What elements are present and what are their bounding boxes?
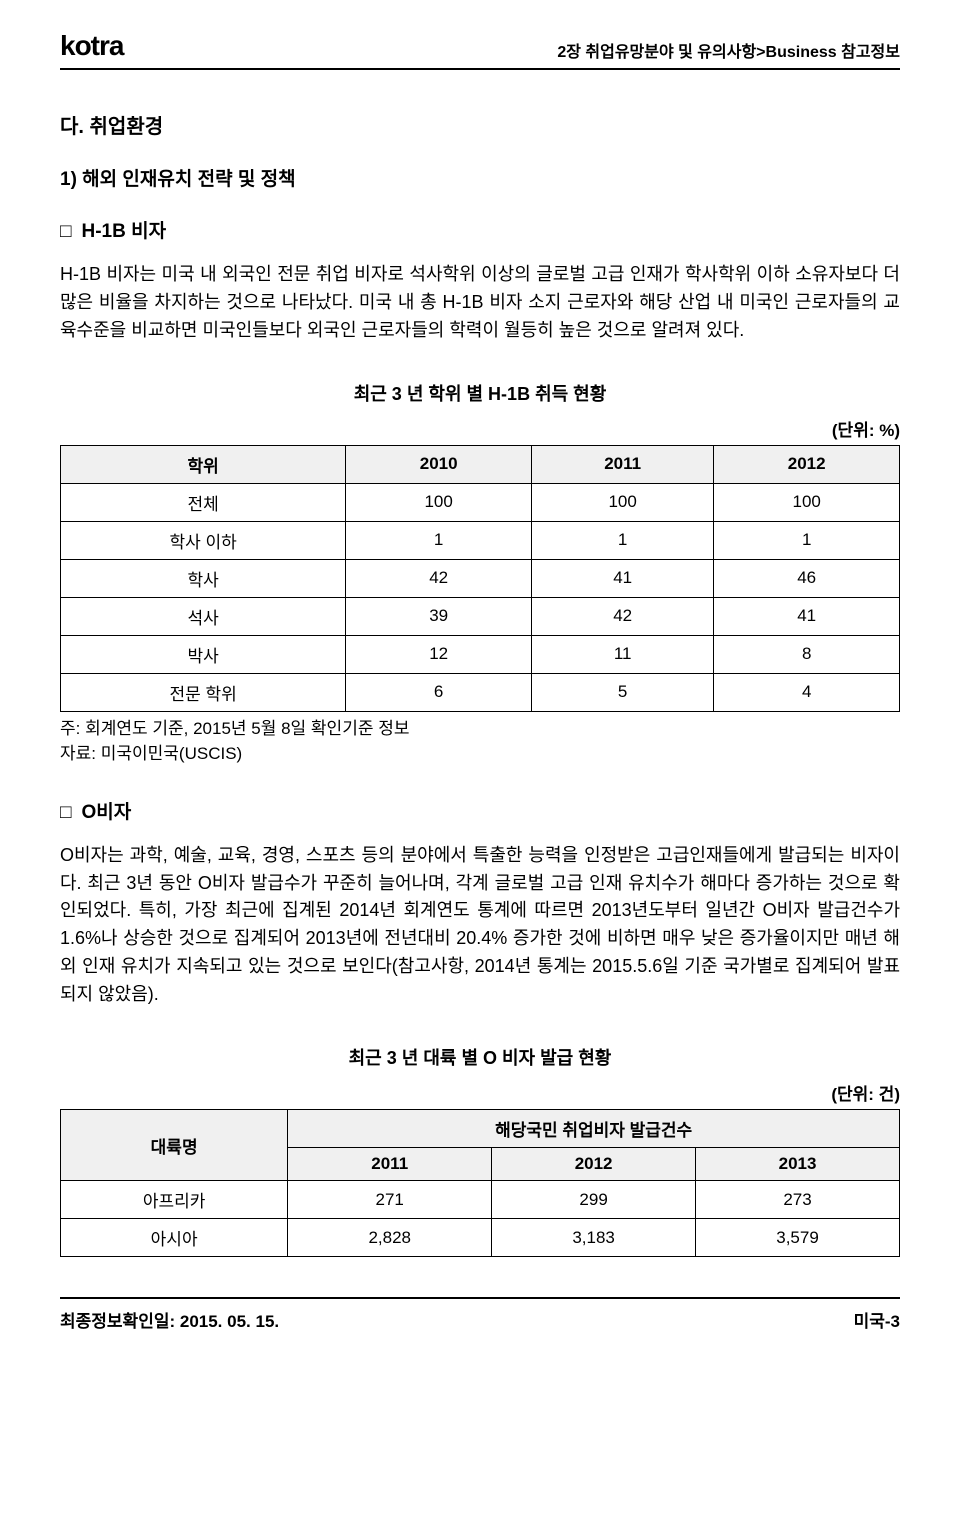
table-row: 학사 이하 1 1 1 bbox=[61, 521, 900, 559]
footer-left: 최종정보확인일: 2015. 05. 15. bbox=[60, 1307, 279, 1332]
table-row: 학사 42 41 46 bbox=[61, 559, 900, 597]
table-row: 석사 39 42 41 bbox=[61, 597, 900, 635]
cell: 42 bbox=[346, 559, 532, 597]
cell: 5 bbox=[531, 673, 713, 711]
cell: 41 bbox=[714, 597, 900, 635]
cell: 아프리카 bbox=[61, 1181, 288, 1219]
cell: 46 bbox=[714, 559, 900, 597]
footer-right: 미국-3 bbox=[854, 1307, 900, 1332]
page-header: kotra 2장 취업유망분야 및 유의사항>Business 참고정보 bbox=[60, 30, 900, 70]
cell: 석사 bbox=[61, 597, 346, 635]
table2-unit: (단위: 건) bbox=[60, 1080, 900, 1105]
table-row: 아시아 2,828 3,183 3,579 bbox=[61, 1219, 900, 1257]
cell: 1 bbox=[714, 521, 900, 559]
cell: 1 bbox=[346, 521, 532, 559]
section-title: 다. 취업환경 bbox=[60, 110, 900, 139]
table2-col-1: 2012 bbox=[492, 1148, 696, 1181]
table2-col-2: 2013 bbox=[696, 1148, 900, 1181]
cell: 2,828 bbox=[288, 1219, 492, 1257]
cell: 12 bbox=[346, 635, 532, 673]
breadcrumb: 2장 취업유망분야 및 유의사항>Business 참고정보 bbox=[557, 38, 900, 62]
table1-col-0: 학위 bbox=[61, 445, 346, 483]
table1-col-1: 2010 bbox=[346, 445, 532, 483]
table2: 대륙명 해당국민 취업비자 발급건수 2011 2012 2013 아프리카 2… bbox=[60, 1109, 900, 1257]
page-container: kotra 2장 취업유망분야 및 유의사항>Business 참고정보 다. … bbox=[0, 0, 960, 1352]
page-footer: 최종정보확인일: 2015. 05. 15. 미국-3 bbox=[60, 1297, 900, 1332]
cell: 학사 이하 bbox=[61, 521, 346, 559]
table2-col-0: 2011 bbox=[288, 1148, 492, 1181]
paragraph-h1b: H-1B 비자는 미국 내 외국인 전문 취업 비자로 석사학위 이상의 글로벌… bbox=[60, 261, 900, 345]
cell: 8 bbox=[714, 635, 900, 673]
logo: kotra bbox=[60, 30, 123, 62]
cell: 3,183 bbox=[492, 1219, 696, 1257]
cell: 42 bbox=[531, 597, 713, 635]
table2-rowheader: 대륙명 bbox=[61, 1110, 288, 1181]
cell: 39 bbox=[346, 597, 532, 635]
table1-col-2: 2011 bbox=[531, 445, 713, 483]
cell: 전문 학위 bbox=[61, 673, 346, 711]
table1-header-row: 학위 2010 2011 2012 bbox=[61, 445, 900, 483]
table1-notes: 주: 회계연도 기준, 2015년 5월 8일 확인기준 정보 자료: 미국이민… bbox=[60, 716, 900, 767]
table-row: 전체 100 100 100 bbox=[61, 483, 900, 521]
table1: 학위 2010 2011 2012 전체 100 100 100 학사 이하 1… bbox=[60, 445, 900, 712]
cell: 299 bbox=[492, 1181, 696, 1219]
cell: 100 bbox=[531, 483, 713, 521]
table-row: 아프리카 271 299 273 bbox=[61, 1181, 900, 1219]
table1-col-3: 2012 bbox=[714, 445, 900, 483]
table-row: 전문 학위 6 5 4 bbox=[61, 673, 900, 711]
table1-unit: (단위: %) bbox=[60, 416, 900, 441]
table2-header-top: 해당국민 취업비자 발급건수 bbox=[288, 1110, 900, 1148]
table1-note1: 주: 회계연도 기준, 2015년 5월 8일 확인기준 정보 bbox=[60, 716, 900, 742]
cell: 4 bbox=[714, 673, 900, 711]
bullet-h1b: H-1B 비자 bbox=[60, 216, 900, 243]
cell: 6 bbox=[346, 673, 532, 711]
bullet-ovisa: O비자 bbox=[60, 797, 900, 824]
table1-title: 최근 3 년 학위 별 H-1B 취득 현황 bbox=[60, 380, 900, 406]
cell: 학사 bbox=[61, 559, 346, 597]
cell: 박사 bbox=[61, 635, 346, 673]
cell: 271 bbox=[288, 1181, 492, 1219]
table2-header-row1: 대륙명 해당국민 취업비자 발급건수 bbox=[61, 1110, 900, 1148]
table-row: 박사 12 11 8 bbox=[61, 635, 900, 673]
subsection-title: 1) 해외 인재유치 전략 및 정책 bbox=[60, 164, 900, 191]
cell: 41 bbox=[531, 559, 713, 597]
cell: 100 bbox=[346, 483, 532, 521]
cell: 1 bbox=[531, 521, 713, 559]
cell: 3,579 bbox=[696, 1219, 900, 1257]
cell: 아시아 bbox=[61, 1219, 288, 1257]
cell: 전체 bbox=[61, 483, 346, 521]
paragraph-ovisa: O비자는 과학, 예술, 교육, 경영, 스포츠 등의 분야에서 특출한 능력을… bbox=[60, 842, 900, 1009]
cell: 11 bbox=[531, 635, 713, 673]
cell: 100 bbox=[714, 483, 900, 521]
table1-note2: 자료: 미국이민국(USCIS) bbox=[60, 741, 900, 767]
cell: 273 bbox=[696, 1181, 900, 1219]
table2-title: 최근 3 년 대륙 별 O 비자 발급 현황 bbox=[60, 1044, 900, 1070]
